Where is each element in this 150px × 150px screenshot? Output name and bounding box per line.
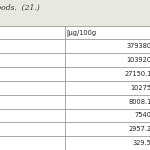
Text: 379380: 379380 — [126, 43, 150, 49]
Text: 103920: 103920 — [126, 57, 150, 63]
Text: 10275: 10275 — [130, 85, 150, 91]
Text: 7540: 7540 — [135, 112, 150, 118]
Text: 2957.2: 2957.2 — [128, 126, 150, 132]
Text: 329.5: 329.5 — [133, 140, 150, 146]
Text: content of foods.  (21.): content of foods. (21.) — [0, 4, 40, 12]
Text: 8008.1: 8008.1 — [128, 99, 150, 105]
Text: [μg/100g: [μg/100g — [66, 29, 96, 36]
Text: 27150.1: 27150.1 — [124, 71, 150, 77]
